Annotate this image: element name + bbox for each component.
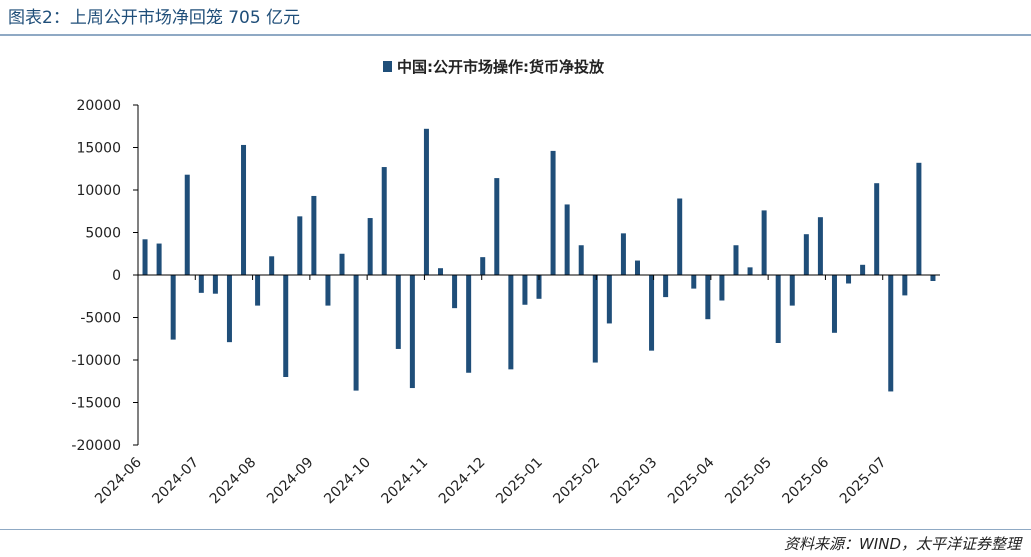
bar: [620, 233, 626, 275]
bar: [494, 178, 500, 275]
bar: [831, 275, 837, 333]
bar: [226, 275, 232, 343]
bar: [705, 275, 711, 320]
bar: [761, 210, 767, 275]
y-tick-label: 0: [112, 268, 121, 284]
legend-label: 中国:公开市场操作:货币净投放: [397, 58, 605, 76]
bar: [634, 260, 640, 275]
bar: [269, 256, 275, 275]
bar: [803, 234, 809, 275]
bar: [480, 257, 486, 275]
bar: [817, 217, 823, 275]
bar: [311, 195, 317, 275]
x-tick-label: 2025-03: [608, 455, 661, 508]
bar-chart: 中国:公开市场操作:货币净投放 20000 15000 10000 5000 0 -500…: [71, 58, 940, 508]
source-note: 资料来源：WIND，太平洋证券整理: [783, 535, 1021, 553]
bar: [930, 275, 936, 281]
bar: [846, 275, 852, 284]
bar: [578, 245, 584, 275]
bar: [466, 275, 472, 373]
y-tick-label: 15000: [76, 141, 121, 157]
chart-legend: 中国:公开市场操作:货币净投放: [383, 58, 605, 76]
bar: [550, 150, 556, 275]
bar: [325, 275, 331, 306]
x-tick-label: 2025-01: [493, 455, 546, 508]
bar: [860, 264, 866, 275]
bar: [353, 275, 359, 391]
bar: [438, 268, 444, 275]
bar: [283, 275, 289, 377]
bar: [255, 275, 261, 306]
bar: [409, 275, 415, 389]
bar: [339, 253, 345, 275]
bar: [649, 275, 655, 351]
x-tick-label: 2024-09: [264, 455, 317, 508]
title-divider: [0, 34, 1031, 36]
bar: [241, 144, 247, 275]
x-tick-label: 2025-06: [780, 454, 833, 507]
y-tick-label: -5000: [80, 311, 121, 327]
y-tick-label: -20000: [71, 438, 121, 454]
bar: [888, 275, 894, 392]
x-tick-label: 2024-10: [321, 455, 374, 508]
bar: [508, 275, 514, 370]
bar: [522, 275, 528, 305]
bar: [212, 275, 218, 294]
figure-title: 图表2：上周公开市场净回笼 705 亿元: [8, 8, 301, 28]
bar: [564, 204, 570, 275]
bar: [142, 239, 148, 275]
x-tick-label: 2025-05: [722, 455, 775, 508]
x-tick-label: 2024-06: [92, 454, 145, 507]
x-tick-label: 2024-07: [149, 455, 202, 508]
bar: [156, 243, 162, 275]
y-tick-label: 5000: [85, 226, 121, 242]
x-tick-label: 2024-11: [379, 455, 432, 508]
bar: [691, 275, 697, 289]
bar: [452, 275, 458, 309]
x-tick-label: 2025-07: [837, 455, 890, 508]
x-tick-label: 2024-08: [207, 455, 260, 508]
bar: [606, 275, 612, 324]
bar: [902, 275, 908, 296]
bar: [170, 275, 176, 340]
x-tick-label: 2025-04: [665, 454, 718, 507]
bar: [874, 183, 880, 275]
bar: [663, 275, 669, 298]
footer-divider: [0, 529, 1031, 530]
bar: [381, 167, 387, 275]
x-tick-label: 2024-12: [436, 455, 489, 508]
bar-series: [142, 128, 936, 392]
bar: [297, 216, 303, 275]
bar: [536, 275, 542, 299]
bar: [592, 275, 598, 363]
y-tick-label: -10000: [71, 353, 121, 369]
bar: [395, 275, 401, 349]
bar: [719, 275, 725, 301]
bar: [775, 275, 781, 343]
bar: [747, 267, 753, 275]
bar: [916, 162, 922, 275]
bar: [733, 245, 739, 275]
bar: [423, 128, 429, 275]
bar: [367, 218, 373, 275]
bar: [198, 275, 204, 293]
bar: [677, 198, 683, 275]
bar: [789, 275, 795, 306]
x-axis: 2024-06 2024-07 2024-08 2024-09 2024-10 2024-…: [92, 274, 940, 508]
y-axis: 20000 15000 10000 5000 0 -5000 -10000 -15000 -20…: [71, 98, 139, 454]
bar: [184, 174, 190, 275]
y-tick-label: -15000: [71, 396, 121, 412]
y-tick-label: 10000: [76, 183, 121, 199]
x-tick-label: 2025-02: [550, 455, 603, 508]
legend-swatch: [383, 61, 392, 72]
y-tick-label: 20000: [76, 98, 121, 114]
